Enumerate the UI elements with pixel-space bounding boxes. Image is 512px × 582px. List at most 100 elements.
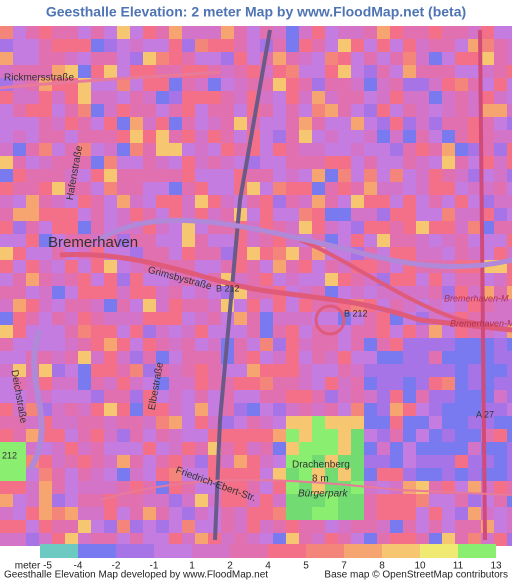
elevation-cell — [429, 533, 442, 546]
river — [27, 328, 45, 472]
elevation-cell — [39, 208, 52, 221]
elevation-cell — [390, 65, 403, 78]
elevation-cell — [52, 195, 65, 208]
elevation-cell — [338, 195, 351, 208]
elevation-cell — [65, 286, 78, 299]
elevation-cell — [195, 221, 208, 234]
elevation-cell — [169, 286, 182, 299]
elevation-cell — [78, 65, 91, 78]
elevation-cell — [156, 156, 169, 169]
elevation-cell — [130, 104, 143, 117]
elevation-cell — [325, 26, 338, 39]
elevation-cell — [117, 26, 130, 39]
elevation-cell — [156, 442, 169, 455]
elevation-cell — [247, 468, 260, 481]
elevation-cell — [13, 260, 26, 273]
elevation-cell — [416, 403, 429, 416]
elevation-cell — [312, 429, 325, 442]
elevation-cell — [403, 78, 416, 91]
elevation-cell — [494, 351, 507, 364]
elevation-cell — [13, 52, 26, 65]
elevation-cell — [143, 325, 156, 338]
elevation-cell — [312, 91, 325, 104]
elevation-cell — [39, 455, 52, 468]
elevation-cell — [195, 26, 208, 39]
elevation-cell — [416, 533, 429, 546]
road-label: B 212 — [344, 308, 368, 318]
elevation-cell — [13, 377, 26, 390]
elevation-cell — [299, 52, 312, 65]
elevation-cell — [195, 299, 208, 312]
elevation-cell — [91, 351, 104, 364]
elevation-cell — [234, 507, 247, 520]
elevation-cell — [325, 104, 338, 117]
elevation-cell — [364, 195, 377, 208]
elevation-cell — [78, 26, 91, 39]
elevation-cell — [13, 39, 26, 52]
elevation-cell — [507, 494, 512, 507]
elevation-cell — [442, 468, 455, 481]
elevation-cell — [377, 286, 390, 299]
elevation-cell — [143, 130, 156, 143]
elevation-cell — [494, 182, 507, 195]
elevation-cell — [481, 26, 494, 39]
elevation-cell — [416, 468, 429, 481]
elevation-cell — [325, 390, 338, 403]
elevation-cell — [26, 507, 39, 520]
road — [59, 251, 512, 333]
elevation-cell — [221, 442, 234, 455]
elevation-cell — [130, 520, 143, 533]
elevation-cell — [39, 299, 52, 312]
elevation-cell — [130, 273, 143, 286]
elevation-cell — [156, 91, 169, 104]
elevation-cell — [377, 390, 390, 403]
elevation-cell — [273, 403, 286, 416]
elevation-cell — [338, 143, 351, 156]
elevation-cell — [78, 403, 91, 416]
elevation-cell — [429, 273, 442, 286]
elevation-cell — [65, 416, 78, 429]
elevation-cell — [299, 169, 312, 182]
legend-swatch — [382, 544, 420, 558]
elevation-cell — [13, 221, 26, 234]
elevation-cell — [117, 260, 130, 273]
elevation-cell — [468, 494, 481, 507]
legend-swatch — [116, 544, 154, 558]
elevation-cell — [117, 481, 130, 494]
elevation-cell — [403, 520, 416, 533]
elevation-cell — [468, 182, 481, 195]
elevation-cell — [0, 429, 13, 442]
elevation-cell — [273, 195, 286, 208]
elevation-cell — [273, 91, 286, 104]
elevation-cell — [182, 429, 195, 442]
elevation-cell — [507, 182, 512, 195]
elevation-cell — [364, 78, 377, 91]
elevation-cell — [325, 468, 338, 481]
elevation-cell — [416, 442, 429, 455]
elevation-cell — [143, 520, 156, 533]
elevation-cell — [416, 351, 429, 364]
elevation-cell — [390, 364, 403, 377]
elevation-cell — [481, 208, 494, 221]
elevation-cell — [312, 143, 325, 156]
elevation-cell — [481, 221, 494, 234]
elevation-cell — [39, 507, 52, 520]
elevation-cell — [351, 39, 364, 52]
elevation-cell — [364, 26, 377, 39]
elevation-cell — [91, 403, 104, 416]
elevation-cell — [286, 65, 299, 78]
elevation-cell — [208, 182, 221, 195]
elevation-cell — [429, 39, 442, 52]
elevation-cell — [390, 351, 403, 364]
elevation-cell — [377, 416, 390, 429]
elevation-cell — [390, 26, 403, 39]
elevation-cell — [260, 312, 273, 325]
elevation-cell — [260, 403, 273, 416]
elevation-cell — [338, 442, 351, 455]
elevation-cell — [39, 195, 52, 208]
elevation-cell — [416, 455, 429, 468]
elevation-cell — [429, 52, 442, 65]
elevation-cell — [429, 182, 442, 195]
elevation-cell — [403, 377, 416, 390]
elevation-cell — [0, 273, 13, 286]
